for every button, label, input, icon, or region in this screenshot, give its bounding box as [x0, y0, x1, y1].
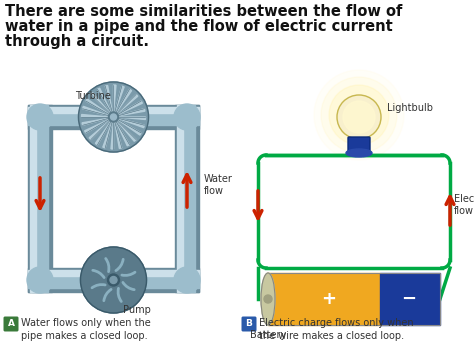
Circle shape	[108, 274, 119, 286]
Polygon shape	[82, 118, 109, 125]
Polygon shape	[103, 121, 112, 148]
Bar	[268, 273, 440, 325]
Bar	[28, 105, 199, 129]
Bar	[28, 272, 199, 288]
Text: There are some similarities between the flow of: There are some similarities between the …	[5, 4, 402, 19]
Text: through a circuit.: through a circuit.	[5, 34, 149, 49]
Polygon shape	[116, 120, 129, 146]
Circle shape	[81, 247, 146, 313]
Text: Turbine: Turbine	[75, 91, 111, 101]
Text: Water
flow: Water flow	[204, 174, 233, 196]
Bar	[268, 273, 380, 325]
Circle shape	[329, 85, 389, 145]
Polygon shape	[82, 115, 109, 117]
FancyBboxPatch shape	[348, 137, 370, 153]
Polygon shape	[98, 88, 111, 114]
Bar	[30, 105, 36, 292]
Polygon shape	[115, 121, 122, 148]
FancyBboxPatch shape	[241, 317, 256, 332]
Polygon shape	[116, 120, 136, 141]
Polygon shape	[86, 99, 110, 115]
Circle shape	[110, 277, 117, 284]
Text: B: B	[246, 320, 253, 328]
Bar	[28, 268, 199, 292]
Ellipse shape	[346, 149, 372, 157]
Polygon shape	[85, 119, 110, 133]
Polygon shape	[118, 109, 145, 116]
Polygon shape	[116, 89, 132, 114]
Text: water in a pipe and the flow of electric current: water in a pipe and the flow of electric…	[5, 19, 393, 34]
Text: Pump: Pump	[124, 305, 151, 315]
Bar	[179, 105, 195, 292]
Text: Electric charge flows only when
the wire makes a closed loop.: Electric charge flows only when the wire…	[259, 318, 414, 341]
Circle shape	[109, 112, 118, 122]
Text: −: −	[401, 290, 417, 308]
Bar	[28, 108, 199, 113]
Circle shape	[27, 267, 53, 293]
Polygon shape	[118, 118, 145, 128]
Text: A: A	[8, 320, 15, 328]
Polygon shape	[116, 94, 138, 114]
Circle shape	[337, 95, 381, 139]
Bar	[28, 105, 52, 292]
Bar	[28, 109, 199, 125]
Text: Water flows only when the
pipe makes a closed loop.: Water flows only when the pipe makes a c…	[21, 318, 151, 341]
Polygon shape	[117, 101, 142, 115]
Bar	[32, 105, 48, 292]
Circle shape	[343, 101, 375, 133]
Polygon shape	[115, 86, 124, 113]
FancyBboxPatch shape	[3, 317, 18, 332]
Polygon shape	[105, 86, 112, 113]
Text: Electron
flow: Electron flow	[454, 194, 474, 216]
Circle shape	[174, 267, 200, 293]
Text: Battery: Battery	[250, 330, 286, 340]
Circle shape	[27, 104, 53, 130]
Polygon shape	[113, 85, 116, 113]
Circle shape	[321, 77, 397, 153]
Polygon shape	[111, 121, 113, 149]
Polygon shape	[82, 106, 109, 116]
Bar	[28, 271, 199, 277]
Polygon shape	[95, 120, 111, 145]
Circle shape	[174, 104, 200, 130]
Bar	[380, 273, 440, 325]
Ellipse shape	[261, 273, 275, 325]
Polygon shape	[117, 119, 141, 135]
Polygon shape	[89, 120, 110, 140]
Circle shape	[110, 114, 117, 120]
Bar	[175, 105, 199, 292]
Polygon shape	[118, 117, 146, 120]
Text: Lightbulb: Lightbulb	[387, 103, 433, 113]
Circle shape	[314, 70, 404, 160]
Circle shape	[79, 82, 148, 152]
Text: +: +	[321, 290, 336, 308]
Polygon shape	[91, 93, 110, 114]
Bar	[177, 105, 183, 292]
Circle shape	[264, 295, 272, 303]
